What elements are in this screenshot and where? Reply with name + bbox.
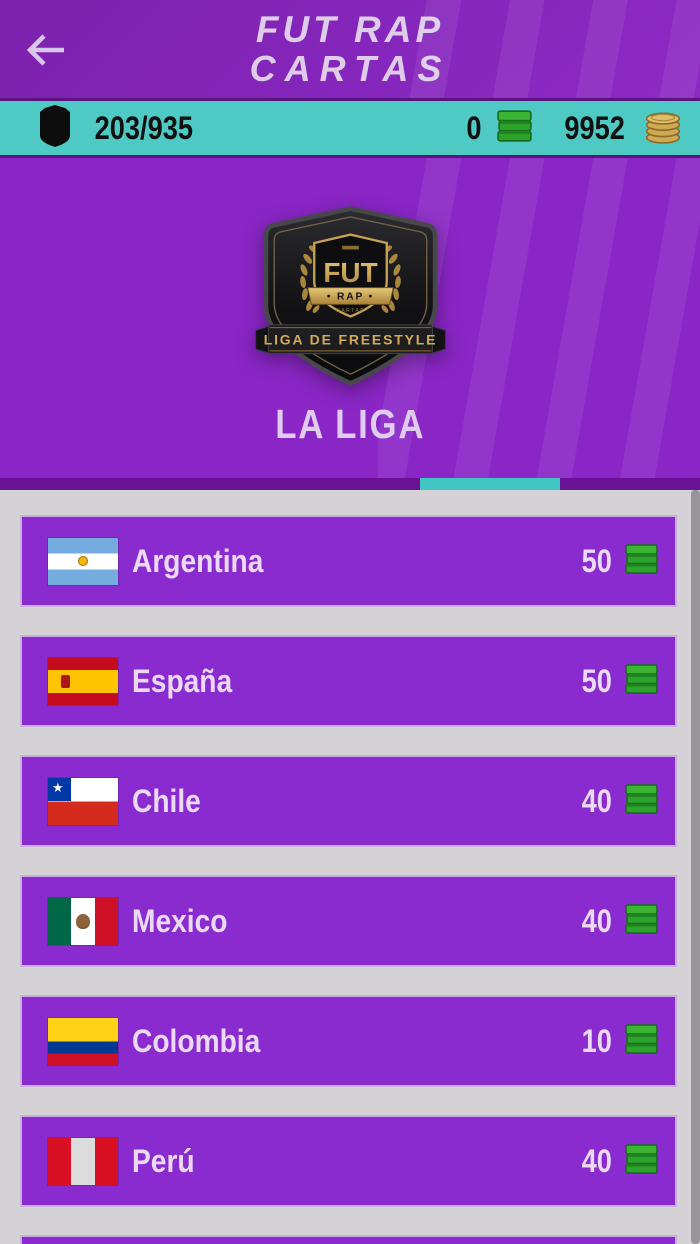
badge-shield-text: FUT [323,257,377,288]
price-value: 40 [582,782,613,819]
scrollbar-thumb[interactable] [691,490,700,1244]
price-value: 10 [582,1022,613,1059]
app-header: FUT RAP CARTAS [0,0,700,98]
title-line-1: FUT RAP [255,8,445,50]
league-title: LA LIGA [275,401,425,447]
country-row[interactable]: Colombia 10 [20,995,677,1087]
country-flag-icon [48,897,118,945]
country-name: Colombia [132,1022,261,1059]
cash-stack-icon [625,543,659,579]
country-name: Mexico [132,902,228,939]
coins-value: 9952 [564,109,625,146]
tab-strip [0,478,700,490]
badge-sub-text: CARTAS [336,308,365,314]
card-silhouette-icon [38,104,72,153]
cash-stack-icon [625,903,659,939]
country-name: Argentina [132,542,264,579]
back-button[interactable] [22,26,70,74]
league-hero: FUT • RAP • CARTAS LIGA DE FREESTYLE LA … [0,158,700,478]
active-tab-indicator [420,478,560,490]
title-line-2: CARTAS [249,47,451,89]
country-row[interactable]: Perú 40 [20,1115,677,1207]
row-price: 40 [579,783,659,820]
country-name: Chile [132,782,201,819]
league-badge: FUT • RAP • CARTAS LIGA DE FREESTYLE [254,206,446,386]
arrow-left-icon [22,26,70,74]
cash-stack-icon [625,783,659,819]
country-flag-icon [48,657,118,705]
price-value: 50 [582,542,613,579]
country-row[interactable]: Chile 40 [20,755,677,847]
cash-stack-icon [625,1023,659,1059]
row-price: 40 [579,903,659,940]
country-row[interactable]: España 50 [20,635,677,727]
cards-counter: 203/935 [38,104,202,153]
country-row[interactable]: Mexico 40 [20,875,677,967]
cash-counter: 0 [465,110,533,147]
cash-value: 0 [466,109,482,146]
country-flag-icon [48,1017,118,1065]
coin-stack-icon [644,108,682,149]
cash-stack-icon [625,1143,659,1179]
cash-stack-icon [625,663,659,699]
coins-counter: 9952 [559,108,682,149]
page-title: FUT RAP CARTAS [0,8,700,89]
country-list: Argentina 50 España 50 [0,490,700,1244]
row-price: 50 [579,543,659,580]
country-flag-icon [48,1137,118,1185]
country-flag-icon [48,777,118,825]
country-row[interactable]: Argentina 50 [20,515,677,607]
cards-count-value: 203/935 [94,109,193,146]
badge-ribbon-text: LIGA DE FREESTYLE [263,331,437,347]
country-flag-icon [48,537,118,585]
country-name: España [132,662,233,699]
stats-bar: 203/935 0 9952 [0,98,700,158]
price-value: 40 [582,1142,613,1179]
price-value: 50 [582,662,613,699]
row-price: 50 [579,663,659,700]
row-price: 10 [579,1023,659,1060]
badge-banner-text: • RAP • [326,292,373,303]
row-price: 40 [579,1143,659,1180]
price-value: 40 [582,902,613,939]
country-row[interactable] [20,1235,677,1244]
country-name: Perú [132,1142,195,1179]
cash-stack-icon [497,109,533,147]
